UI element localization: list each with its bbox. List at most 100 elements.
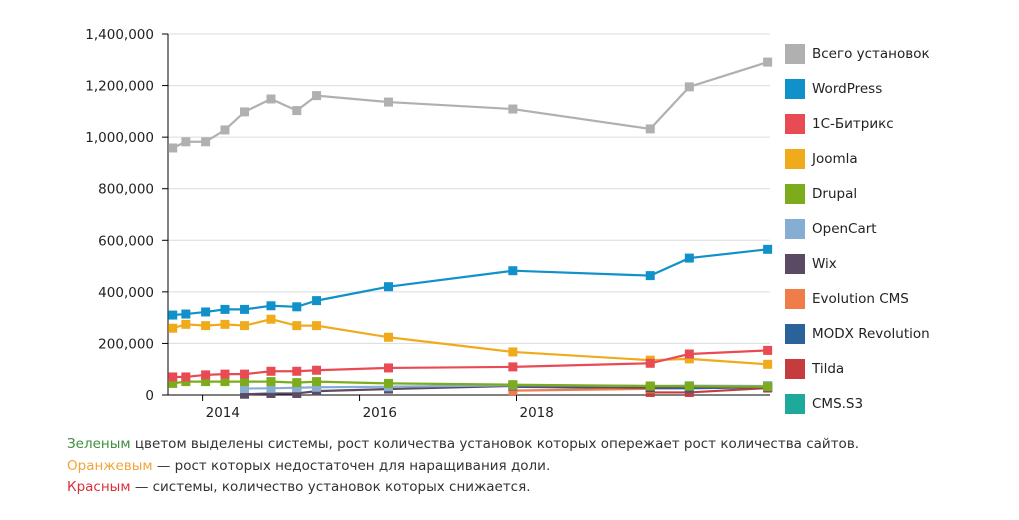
legend-label: 1С-Битрикс [812,115,894,132]
data-point [384,97,394,107]
data-point [645,124,655,134]
note-green-text: цветом выделены системы, рост количества… [130,436,860,452]
data-point [312,91,322,101]
legend-item[interactable]: MODX Revolution [785,316,930,351]
y-tick-label: 0 [145,388,154,404]
data-point [508,362,518,372]
legend-item[interactable]: WordPress [785,71,930,106]
series-layer [168,57,773,399]
data-point [292,383,302,393]
data-point [201,370,211,380]
y-tick-label: 200,000 [98,336,154,352]
data-point [220,319,230,329]
data-point [266,314,276,324]
series-line [172,248,768,317]
legend-label: Всего установок [812,45,930,62]
legend-label: MODX Revolution [812,325,930,342]
legend: Всего установок WordPress 1С-Битрикс Joomla… [785,36,930,421]
data-point [292,321,302,331]
data-point [508,380,518,390]
data-point [181,309,191,319]
data-point [645,381,655,391]
data-point [201,307,211,317]
data-point [220,377,230,387]
data-point [181,372,191,382]
legend-item[interactable]: Evolution CMS [785,281,930,316]
legend-label: Evolution CMS [812,290,909,307]
legend-label: OpenCart [812,220,877,237]
legend-label: Joomla [812,150,858,167]
data-point [266,94,276,104]
legend-swatch [785,323,805,344]
data-point [312,321,322,331]
legend-swatch [785,148,805,169]
legend-item[interactable]: Joomla [785,141,930,176]
y-tick-label: 1,200,000 [85,79,154,95]
data-point [240,384,250,394]
data-point [508,266,518,276]
legend-swatch [785,358,805,379]
legend-item[interactable]: Drupal [785,176,930,211]
legend-label: Tilda [812,360,845,377]
note-orange-text: — рост которых недостаточен для наращива… [152,457,551,474]
data-point [684,253,694,263]
x-tick-label: 2018 [520,405,554,421]
x-tick-label: 2014 [206,405,240,421]
note-orange: Оранжевым — рост которых недостаточен дл… [67,456,859,478]
data-point [384,378,394,388]
data-point [508,347,518,357]
data-point [168,378,178,388]
legend-item[interactable]: CMS.S3 [785,386,930,421]
data-point [763,345,773,355]
data-point [292,388,302,398]
data-point [292,302,302,312]
series-line [172,61,768,149]
legend-swatch [785,43,805,64]
data-point [220,304,230,314]
data-point [181,377,191,387]
data-point [266,388,276,398]
y-tick-label: 1,400,000 [85,27,154,43]
data-point [645,358,655,368]
legend-item[interactable]: 1С-Битрикс [785,106,930,141]
data-point [168,372,178,382]
legend-label: Wix [812,255,837,272]
data-point [384,332,394,342]
data-point [645,271,655,281]
note-orange-highlight: Оранжевым [67,457,153,474]
data-point [266,377,276,387]
data-point [763,57,773,67]
series-joomla [168,314,773,369]
data-point [240,321,250,331]
data-point [508,104,518,114]
y-tick-label: 400,000 [98,285,154,301]
axes: 0 200,000 400,000 600,000 800,000 1,000,000 1,… [85,27,770,421]
legend-item[interactable]: Wix [785,246,930,281]
data-point [684,349,694,359]
series-1с-битрикс [168,345,773,382]
legend-swatch [785,253,805,274]
legend-item[interactable]: Всего установок [785,36,930,71]
data-point [312,296,322,306]
y-tick-label: 1,000,000 [85,130,154,146]
data-point [312,382,322,392]
note-red: Красным — системы, количество установок … [67,477,859,499]
data-point [684,82,694,92]
legend-swatch [785,288,805,309]
note-red-highlight: Красным [67,479,131,495]
legend-label: WordPress [812,80,883,97]
data-point [384,282,394,292]
data-point [292,378,302,388]
data-point [266,366,276,376]
data-point [201,137,211,147]
data-point [240,107,250,117]
data-point [684,381,694,391]
data-point [168,323,178,333]
legend-item[interactable]: Tilda [785,351,930,386]
data-point [763,382,773,392]
data-point [312,377,322,387]
legend-item[interactable]: OpenCart [785,211,930,246]
data-point [240,304,250,314]
legend-label: CMS.S3 [812,395,864,412]
data-point [240,377,250,387]
